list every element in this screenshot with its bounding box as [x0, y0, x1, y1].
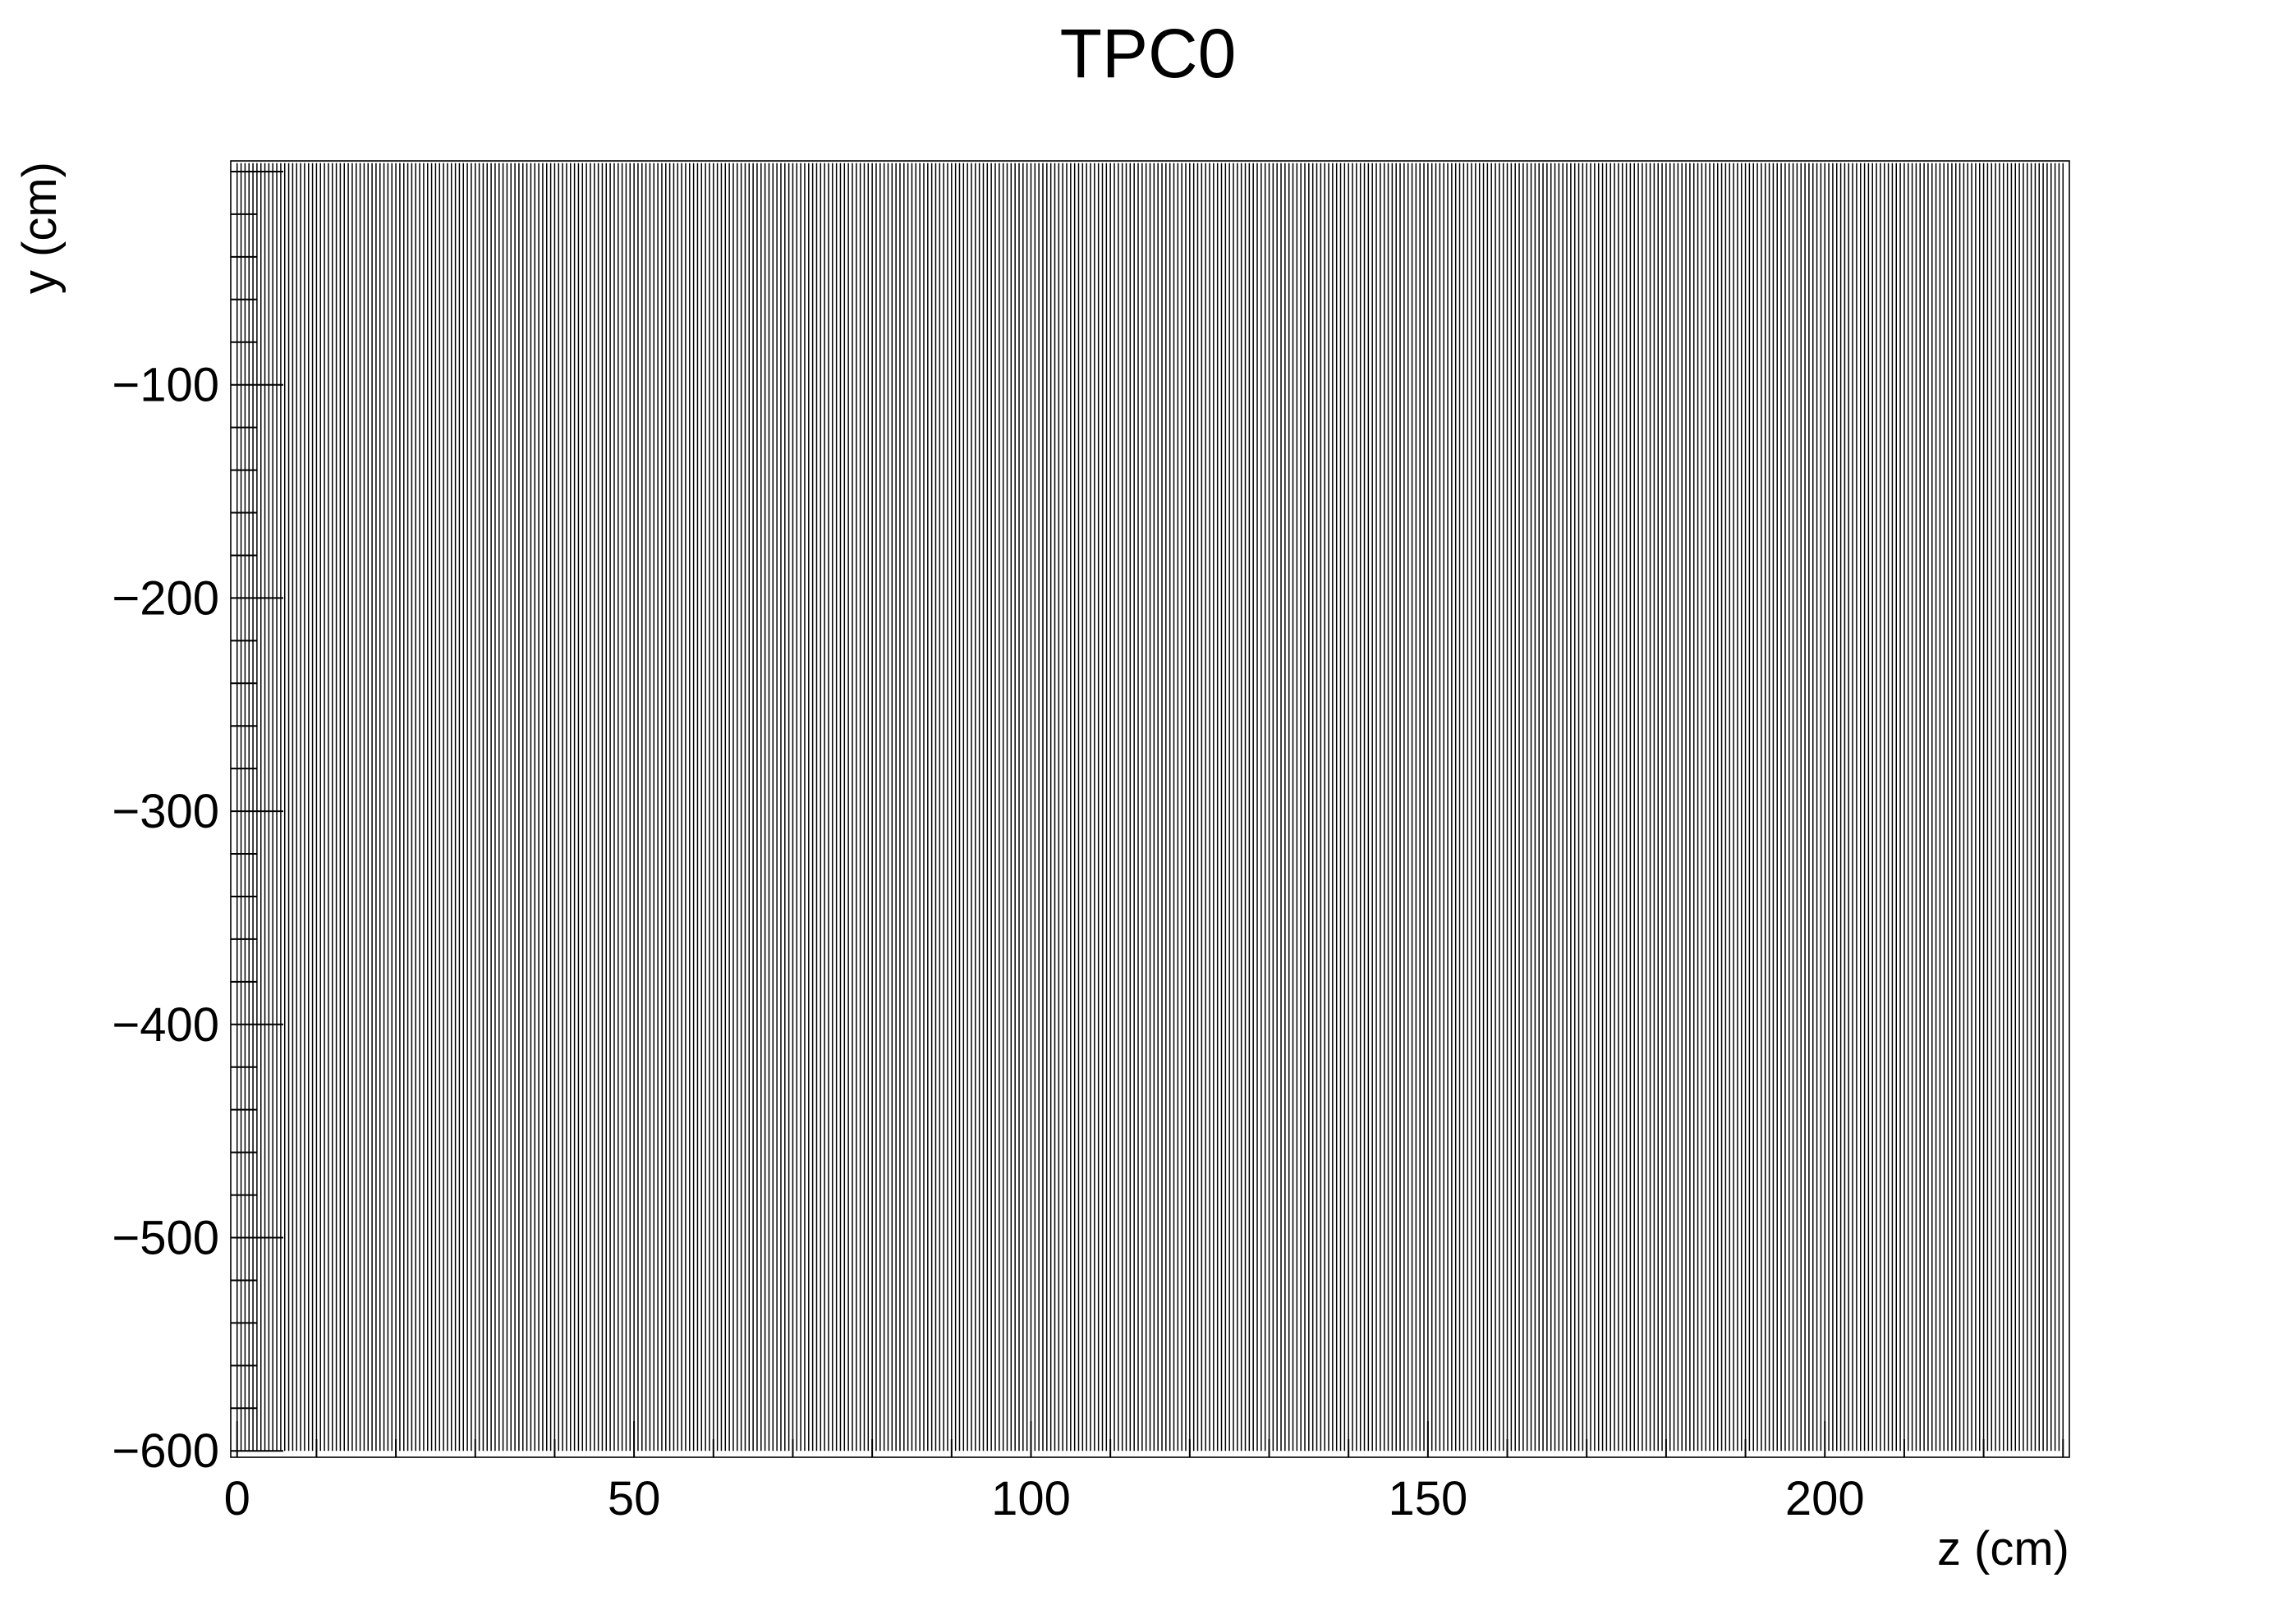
x-axis-title: z (cm): [1937, 1522, 2069, 1575]
x-tick-label: 0: [224, 1472, 250, 1525]
x-tick-label: 150: [1388, 1472, 1467, 1525]
y-axis-title: y (cm): [13, 162, 67, 294]
x-tick-label: 200: [1785, 1472, 1865, 1525]
y-tick-label: −600: [112, 1424, 219, 1478]
wire-lines: [236, 163, 2064, 1452]
x-axis-ticks: 0 50 100 150 200: [224, 1421, 2064, 1525]
y-tick-label: −100: [112, 359, 219, 412]
y-tick-label: −400: [112, 998, 219, 1052]
y-tick-label: −300: [112, 785, 219, 838]
y-tick-label: −500: [112, 1212, 219, 1265]
y-tick-label: −200: [112, 571, 219, 625]
y-axis-ticks: −100 −200 −300 −400 −500 −600: [112, 170, 283, 1478]
chart-title: TPC0: [1060, 15, 1237, 92]
x-tick-label: 100: [991, 1472, 1071, 1525]
plot-frame: [230, 160, 2070, 1458]
x-tick-label: 50: [608, 1472, 661, 1525]
